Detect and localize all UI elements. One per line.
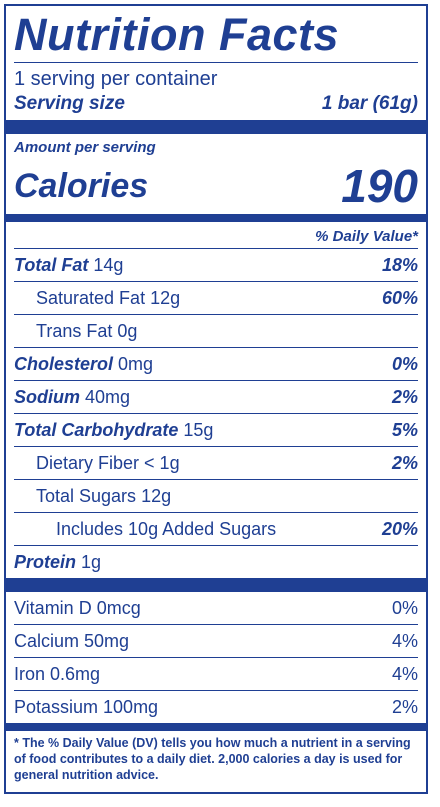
nutrient-row-trans-fat: Trans Fat 0g — [14, 314, 418, 347]
nutrient-dv: 2% — [391, 386, 418, 407]
nutrient-row-total-sugars: Total Sugars 12g — [14, 479, 418, 512]
vitamin-row-calcium: Calcium 50mg 4% — [14, 624, 418, 657]
calories-label: Calories — [14, 166, 149, 205]
nutrient-row-added-sugars: Includes 10g Added Sugars 20% — [14, 512, 418, 545]
calories-row: Calories 190 — [14, 158, 418, 214]
vitamin-row-iron: Iron 0.6mg 4% — [14, 657, 418, 690]
vitamin-row-potassium: Potassium 100mg 2% — [14, 690, 418, 723]
nutrient-name: Sodium — [14, 386, 80, 407]
vitamin-dv: 4% — [391, 663, 418, 684]
nutrient-name: Dietary Fiber — [36, 452, 140, 473]
nutrient-dv: 20% — [381, 518, 418, 539]
nutrient-row-total-carbohydrate: Total Carbohydrate 15g 5% — [14, 413, 418, 446]
vitamin-label: Vitamin D 0mcg — [14, 597, 141, 618]
nutrient-amount: 0g — [117, 320, 138, 341]
serving-size-value: 1 bar (61g) — [321, 93, 418, 114]
nutrient-row-saturated-fat: Saturated Fat 12g 60% — [14, 281, 418, 314]
nutrient-amount: 15g — [183, 419, 214, 440]
nutrient-name: Saturated Fat — [36, 287, 146, 308]
nutrient-amount: 14g — [93, 254, 124, 275]
servings-per-container: 1 serving per container — [14, 68, 218, 90]
nutrient-amount: 12g — [141, 485, 172, 506]
nutrient-name: Includes 10g Added Sugars — [56, 518, 277, 539]
nutrient-dv: 60% — [381, 287, 418, 308]
nutrient-dv: 5% — [391, 419, 418, 440]
nutrition-facts-label: Nutrition Facts 1 serving per container … — [4, 4, 428, 794]
nutrient-amount: 40mg — [85, 386, 131, 407]
vitamin-label: Iron 0.6mg — [14, 663, 101, 684]
nutrient-row-cholesterol: Cholesterol 0mg 0% — [14, 347, 418, 380]
vitamin-label: Potassium 100mg — [14, 696, 159, 717]
nutrient-row-sodium: Sodium 40mg 2% — [14, 380, 418, 413]
footnote-divider — [6, 723, 426, 731]
calories-value: 190 — [341, 160, 418, 212]
amount-per-serving: Amount per serving — [14, 139, 156, 156]
nutrient-row-total-fat: Total Fat 14g 18% — [14, 248, 418, 281]
vitamin-row-d: Vitamin D 0mcg 0% — [14, 592, 418, 624]
nutrient-row-dietary-fiber: Dietary Fiber < 1g 2% — [14, 446, 418, 479]
footnote: * The % Daily Value (DV) tells you how m… — [14, 736, 411, 782]
nutrient-dv: 2% — [391, 452, 418, 473]
nutrient-name: Protein — [14, 551, 77, 572]
nutrient-amount: 1g — [81, 551, 102, 572]
nutrient-amount: 0mg — [118, 353, 154, 374]
title-divider — [14, 62, 418, 63]
serving-size-row: Serving size 1 bar (61g) — [14, 92, 418, 116]
vitamin-label: Calcium 50mg — [14, 630, 130, 651]
thick-divider-vitamins — [6, 578, 426, 592]
nutrient-name: Total Carbohydrate — [14, 419, 179, 440]
vitamin-dv: 2% — [391, 696, 418, 717]
nutrient-amount: 12g — [150, 287, 181, 308]
nutrient-name: Cholesterol — [14, 353, 114, 374]
nutrient-name: Trans Fat — [36, 320, 113, 341]
nutrient-name: Total Fat — [14, 254, 89, 275]
nutrient-amount: < 1g — [144, 452, 180, 473]
serving-size-label: Serving size — [14, 93, 125, 114]
label-title: Nutrition Facts — [14, 9, 340, 60]
vitamin-dv: 4% — [391, 630, 418, 651]
vitamin-dv: 0% — [391, 597, 418, 618]
nutrient-dv: 0% — [391, 353, 418, 374]
nutrient-dv: 18% — [381, 254, 418, 275]
thick-divider — [6, 120, 426, 134]
nutrient-row-protein: Protein 1g — [14, 545, 418, 578]
nutrient-name: Total Sugars — [36, 485, 137, 506]
daily-value-header: % Daily Value* — [315, 228, 418, 245]
medium-divider — [6, 214, 426, 222]
